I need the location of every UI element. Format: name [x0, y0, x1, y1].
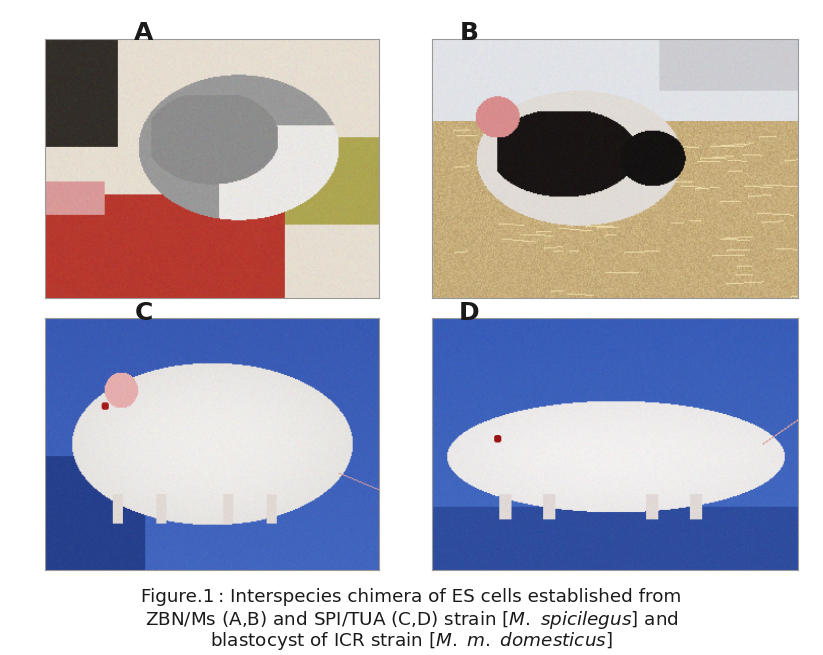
- Text: ZBN/Ms (A,B) and SPI/TUA (C,D) strain [$\it{M.\ spicilegus}$] and: ZBN/Ms (A,B) and SPI/TUA (C,D) strain [$…: [145, 608, 678, 631]
- Text: blastocyst of ICR strain [$\it{M.\ m.\ domesticus}$]: blastocyst of ICR strain [$\it{M.\ m.\ d…: [210, 629, 613, 652]
- Text: D: D: [458, 301, 480, 325]
- Text: B: B: [459, 21, 479, 45]
- Text: C: C: [135, 301, 153, 325]
- Text: Figure.1 : Interspecies chimera of ES cells established from: Figure.1 : Interspecies chimera of ES ce…: [142, 588, 681, 607]
- Text: A: A: [134, 21, 154, 45]
